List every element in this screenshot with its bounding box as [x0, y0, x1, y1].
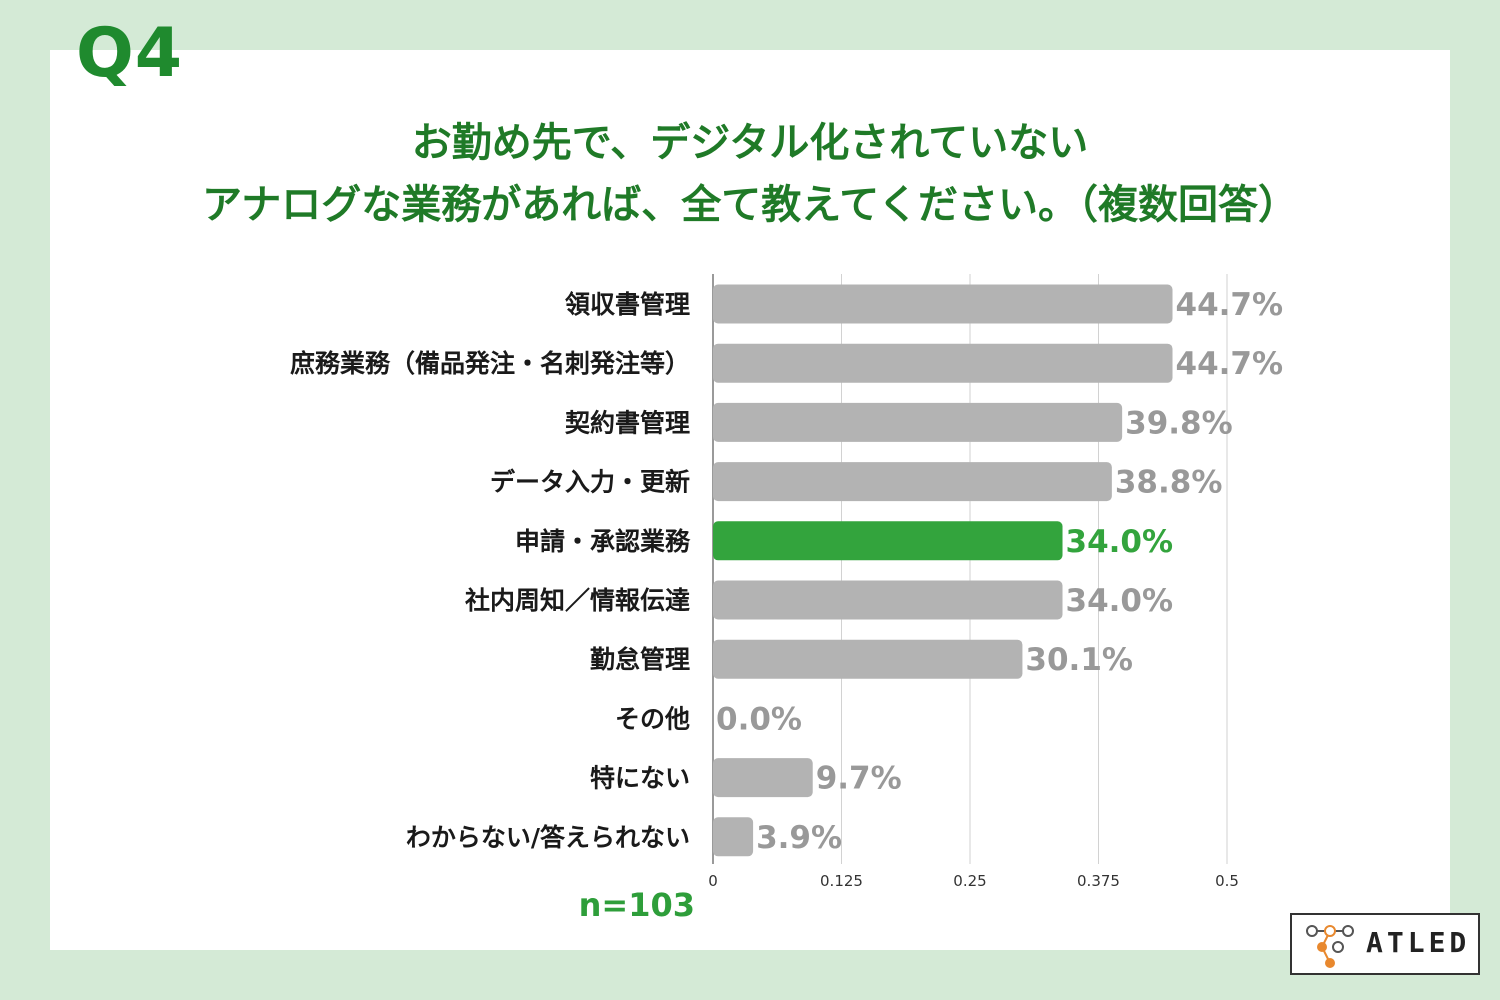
category-label: わからない/答えられない	[406, 823, 690, 852]
title-line-1: お勤め先で、デジタル化されていない	[411, 120, 1089, 166]
bars	[713, 284, 1173, 857]
category-label: 庶務業務（備品発注・名刺発注等）	[290, 349, 690, 378]
category-label: データ入力・更新	[490, 468, 690, 497]
bar	[713, 284, 1173, 324]
category-label: 特にない	[590, 764, 690, 793]
category-label: 社内周知／情報伝達	[465, 586, 690, 615]
title-line-2: アナログな業務があれば、全て教えてください。（複数回答）	[202, 182, 1298, 228]
bar	[713, 758, 813, 798]
x-tick-label: 0.125	[820, 872, 863, 890]
bar	[713, 580, 1063, 620]
data-label: 0.0%	[716, 701, 802, 737]
bar	[713, 521, 1063, 561]
x-tick-label: 0.5	[1215, 872, 1239, 890]
data-label: 30.1%	[1025, 642, 1133, 678]
data-label: 34.0%	[1066, 583, 1174, 619]
x-tick-labels: 0 0.125 0.25 0.375 0.5	[708, 872, 1239, 890]
value-labels: 44.7% 44.7% 39.8% 38.8% 34.0% 34.0% 30.1% 0.0% 9…	[716, 287, 1283, 856]
chart-title: お勤め先で、デジタル化されていない アナログな業務があれば、全て教えてください。…	[0, 112, 1500, 236]
logo-text: ATLED	[1366, 926, 1471, 959]
data-label: 38.8%	[1115, 465, 1223, 501]
bar	[713, 817, 754, 857]
category-label: 領収書管理	[565, 290, 690, 319]
atled-logo: ATLED	[1290, 913, 1480, 975]
category-label: 勤怠管理	[590, 645, 690, 674]
category-label: 契約書管理	[565, 408, 690, 437]
bar	[713, 639, 1023, 679]
x-tick-label: 0.25	[953, 872, 986, 890]
bar	[713, 343, 1173, 383]
x-tick-label: 0.375	[1077, 872, 1120, 890]
logo-mark-icon	[1306, 925, 1354, 968]
question-number: Q4	[76, 14, 184, 93]
bar	[713, 402, 1123, 442]
bar	[713, 462, 1112, 502]
sample-size: n=103	[578, 886, 695, 924]
data-label: 44.7%	[1176, 346, 1284, 382]
data-label: 44.7%	[1176, 287, 1284, 323]
x-tick-label: 0	[708, 872, 718, 890]
category-label: その他	[615, 704, 690, 733]
data-label: 34.0%	[1066, 524, 1174, 560]
data-label: 39.8%	[1125, 405, 1233, 441]
data-label: 3.9%	[756, 820, 842, 856]
data-label: 9.7%	[816, 761, 902, 797]
category-label: 申請・承認業務	[515, 527, 691, 556]
